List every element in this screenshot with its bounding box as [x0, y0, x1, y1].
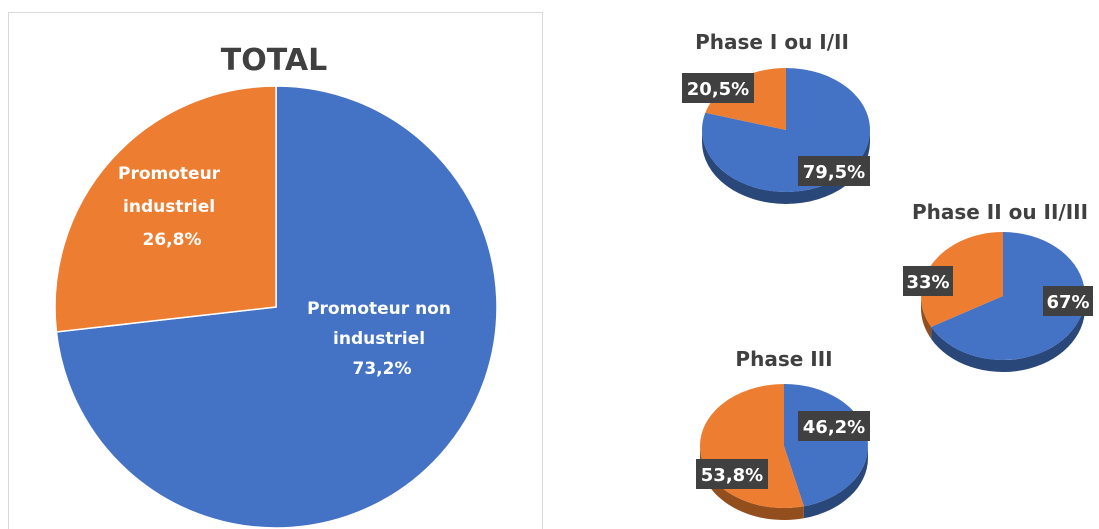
phase3-pie: 46,2% 53,8% — [696, 384, 870, 520]
phase2-slice-0 — [931, 232, 1085, 360]
total-label-industriel: Promoteur industriel 26,8% — [118, 164, 226, 250]
total-pie — [54, 85, 498, 529]
total-value-industriel: 26,8% — [143, 230, 202, 250]
phase1-value-label-0: 20,5% — [687, 79, 749, 100]
phase1-pie: 20,5% 79,5% — [682, 68, 871, 204]
phase3-value-label-0: 46,2% — [803, 417, 865, 438]
phase2-pie: 33% 67% — [903, 232, 1093, 372]
total-label-non-industriel-line2: industriel — [333, 329, 425, 349]
total-label-industriel-line1: Promoteur — [118, 164, 221, 184]
phase1-label-box-0 — [682, 73, 754, 103]
phase2-value-label-0: 33% — [906, 272, 949, 293]
total-label-non-industriel-line1: Promoteur non — [307, 299, 451, 319]
phase2-slice-1 — [920, 232, 1003, 327]
total-value-non-industriel: 73,2% — [353, 359, 412, 379]
phase1-label-box-1 — [798, 156, 870, 186]
total-label-industriel-line2: industriel — [123, 197, 215, 217]
phase2-side-0 — [931, 296, 1085, 372]
phase2-label-box-0 — [903, 266, 953, 296]
phase1-title: Phase I ou I/II — [695, 30, 849, 54]
phase2-value-label-1: 67% — [1046, 292, 1089, 313]
total-chart-title: TOTAL — [221, 43, 327, 78]
phase3-title: Phase III — [735, 347, 832, 371]
phase3-label-box-1 — [696, 459, 768, 489]
phase2-label-box-1 — [1043, 286, 1093, 316]
phase3-value-label-1: 53,8% — [701, 465, 763, 486]
phase1-value-label-1: 79,5% — [803, 162, 865, 183]
phase3-side-1 — [700, 446, 804, 520]
total-label-non-industriel: Promoteur non industriel 73,2% — [307, 299, 457, 379]
phase3-side-0 — [803, 446, 868, 519]
phase2-side-1 — [920, 296, 932, 339]
total-chart-frame — [8, 12, 543, 529]
total-slice-1 — [54, 85, 277, 333]
phase3-label-box-0 — [798, 411, 870, 441]
phase2-title: Phase II ou II/III — [912, 200, 1088, 224]
